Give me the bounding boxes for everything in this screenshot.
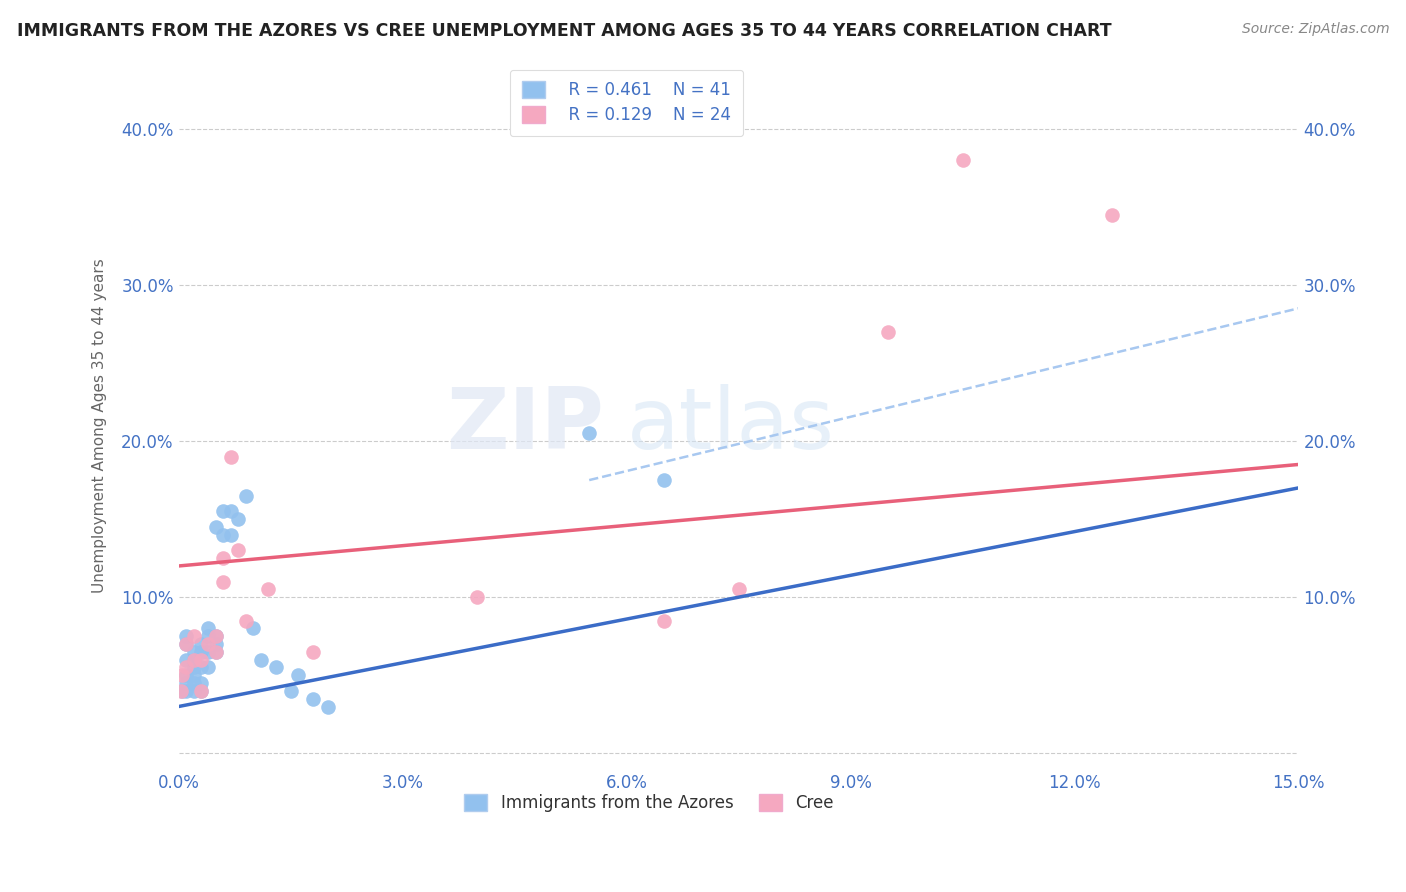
Point <box>242 622 264 636</box>
Text: atlas: atlas <box>627 384 835 467</box>
Point <box>219 504 242 518</box>
Point <box>174 653 197 667</box>
Point <box>174 660 197 674</box>
Legend: Immigrants from the Azores, Cree: Immigrants from the Azores, Cree <box>457 788 841 819</box>
Point <box>302 645 325 659</box>
Point <box>205 645 228 659</box>
Point <box>226 512 249 526</box>
Text: ZIP: ZIP <box>446 384 605 467</box>
Point <box>287 668 309 682</box>
Point <box>183 629 205 643</box>
Point <box>235 489 257 503</box>
Point <box>212 504 235 518</box>
Point <box>578 426 600 441</box>
Point <box>197 622 219 636</box>
Point <box>876 325 898 339</box>
Point <box>197 660 219 674</box>
Point <box>205 637 228 651</box>
Text: Source: ZipAtlas.com: Source: ZipAtlas.com <box>1241 22 1389 37</box>
Y-axis label: Unemployment Among Ages 35 to 44 years: Unemployment Among Ages 35 to 44 years <box>93 258 107 593</box>
Point <box>170 684 193 698</box>
Point <box>190 660 212 674</box>
Point <box>183 668 205 682</box>
Point <box>183 684 205 698</box>
Point <box>212 574 235 589</box>
Point <box>190 684 212 698</box>
Point <box>197 637 219 651</box>
Point <box>174 629 197 643</box>
Point <box>183 653 205 667</box>
Point <box>183 645 205 659</box>
Point <box>212 527 235 541</box>
Point <box>190 637 212 651</box>
Text: IMMIGRANTS FROM THE AZORES VS CREE UNEMPLOYMENT AMONG AGES 35 TO 44 YEARS CORREL: IMMIGRANTS FROM THE AZORES VS CREE UNEMP… <box>17 22 1112 40</box>
Point <box>264 660 287 674</box>
Point <box>219 527 242 541</box>
Point <box>174 684 197 698</box>
Point <box>235 614 257 628</box>
Point <box>652 614 675 628</box>
Point <box>190 684 212 698</box>
Point <box>302 691 325 706</box>
Point <box>183 676 205 690</box>
Point <box>652 473 675 487</box>
Point <box>205 629 228 643</box>
Point <box>197 645 219 659</box>
Point <box>174 637 197 651</box>
Point <box>280 684 302 698</box>
Point <box>257 582 280 597</box>
Point <box>190 653 212 667</box>
Point <box>952 153 974 167</box>
Point <box>183 660 205 674</box>
Point <box>205 645 228 659</box>
Point <box>205 520 228 534</box>
Point <box>205 629 228 643</box>
Point <box>465 591 488 605</box>
Point <box>316 699 339 714</box>
Point <box>172 684 194 698</box>
Point <box>172 668 194 682</box>
Point <box>174 637 197 651</box>
Point <box>219 450 242 464</box>
Point <box>197 629 219 643</box>
Point <box>226 543 249 558</box>
Point <box>183 653 205 667</box>
Point <box>249 653 271 667</box>
Point <box>727 582 749 597</box>
Point <box>212 551 235 566</box>
Point <box>174 676 197 690</box>
Point <box>190 676 212 690</box>
Point <box>190 645 212 659</box>
Point <box>1101 208 1123 222</box>
Point <box>174 668 197 682</box>
